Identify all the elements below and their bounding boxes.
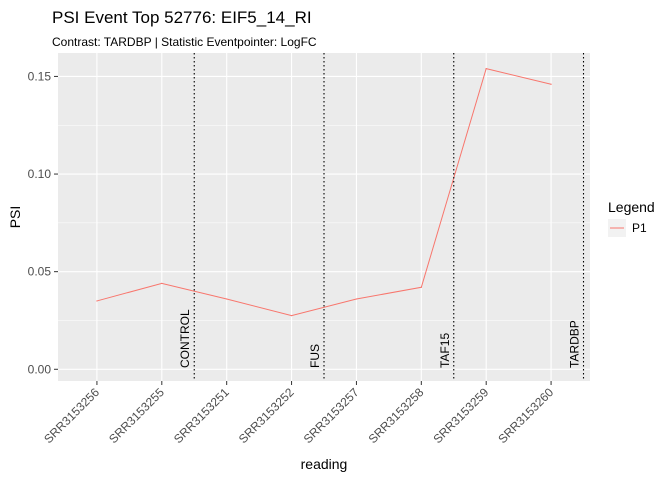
- data-point: [420, 286, 422, 288]
- group-label: TAF15: [438, 333, 452, 368]
- chart-title: PSI Event Top 52776: EIF5_14_RI: [52, 8, 312, 27]
- x-tick-label: SRR3153251: [171, 385, 232, 446]
- x-tick-label: SRR3153256: [41, 385, 102, 446]
- data-point: [161, 282, 163, 284]
- x-axis-title: reading: [301, 456, 348, 472]
- x-tick-label: SRR3153257: [301, 385, 362, 446]
- group-label: CONTROL: [178, 309, 192, 368]
- y-tick-label: 0.10: [28, 167, 52, 181]
- x-tick-label: SRR3153259: [430, 385, 491, 446]
- group-label: FUS: [308, 344, 322, 368]
- x-tick-label: SRR3153260: [495, 385, 556, 446]
- data-point: [550, 83, 552, 85]
- y-tick-label: 0.05: [28, 265, 52, 279]
- legend-title: Legend: [608, 199, 655, 215]
- series-line-P1: [96, 68, 552, 317]
- data-point: [290, 314, 293, 317]
- major-gridlines: [58, 53, 590, 381]
- legend: Legend P1: [608, 199, 655, 237]
- x-axis: SRR3153256 SRR3153255 SRR3153251 SRR3153252…: [41, 381, 556, 446]
- y-tick-label: 0.00: [28, 362, 52, 376]
- y-axis-title: PSI: [7, 206, 23, 229]
- y-tick-label: 0.15: [28, 69, 52, 83]
- data-point: [485, 68, 487, 70]
- group-label: TARDBP: [568, 320, 582, 368]
- series-layer: [96, 68, 552, 317]
- x-tick-label: SRR3153252: [236, 385, 297, 446]
- data-point: [226, 298, 228, 300]
- x-tick-label: SRR3153258: [366, 385, 427, 446]
- data-point: [355, 298, 358, 300]
- chart-subtitle: Contrast: TARDBP | Statistic Eventpointe…: [52, 35, 317, 49]
- y-axis: 0.00 0.05 0.10 0.15: [28, 69, 58, 376]
- legend-item-label: P1: [632, 221, 647, 235]
- x-tick-label: SRR3153255: [106, 385, 167, 446]
- data-point: [96, 300, 98, 302]
- group-dividers: CONTROL FUS TAF15 TARDBP: [178, 53, 585, 381]
